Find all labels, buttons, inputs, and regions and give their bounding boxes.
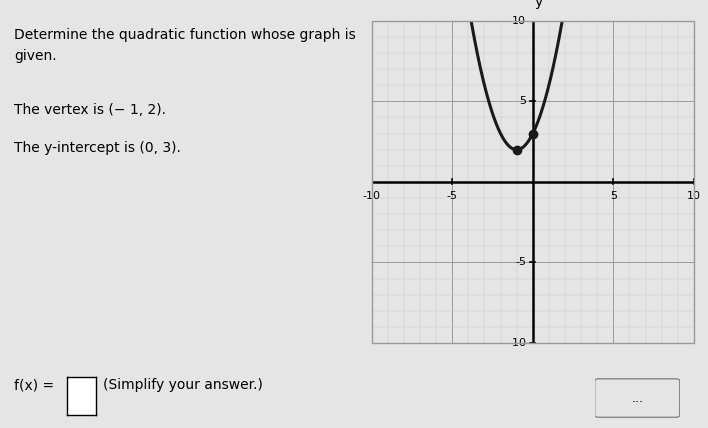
Text: -10: -10 [362,191,381,201]
Text: 5: 5 [610,191,617,201]
Text: y: y [535,0,542,9]
Text: given.: given. [14,49,57,63]
FancyBboxPatch shape [595,379,680,417]
Text: 10: 10 [513,16,526,26]
Text: -5: -5 [447,191,458,201]
Text: -10: -10 [508,338,526,348]
Text: 10: 10 [687,191,701,201]
Text: The y-intercept is (0, 3).: The y-intercept is (0, 3). [14,141,181,155]
Text: 5: 5 [520,96,526,107]
Text: (Simplify your answer.): (Simplify your answer.) [103,378,263,392]
Text: f(x) =: f(x) = [14,378,59,392]
Text: Determine the quadratic function whose graph is: Determine the quadratic function whose g… [14,28,356,42]
Text: ...: ... [632,392,643,404]
Text: -5: -5 [515,257,526,268]
Text: The vertex is (− 1, 2).: The vertex is (− 1, 2). [14,103,166,117]
